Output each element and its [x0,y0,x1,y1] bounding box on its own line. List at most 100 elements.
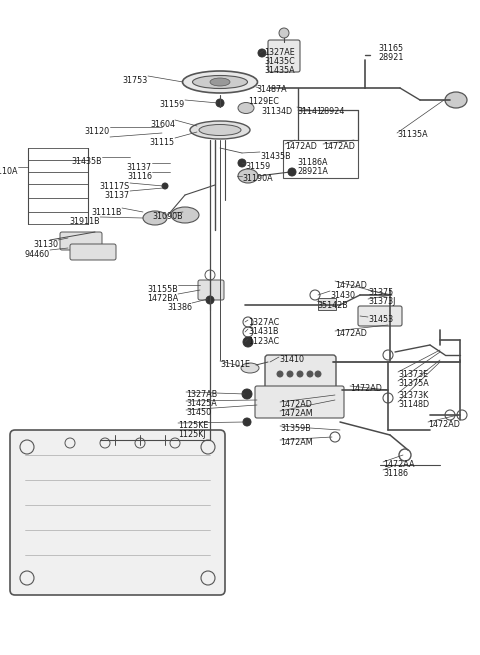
Text: 31435B: 31435B [260,152,290,161]
Circle shape [243,337,253,347]
Text: 1472BA: 1472BA [147,294,178,303]
FancyBboxPatch shape [358,306,402,326]
Text: 31190A: 31190A [242,174,273,183]
Text: 1472AD: 1472AD [428,420,460,429]
Text: 31159: 31159 [160,100,185,109]
Ellipse shape [182,71,257,93]
Text: 1123AC: 1123AC [248,337,279,346]
Ellipse shape [171,207,199,223]
FancyBboxPatch shape [265,355,336,393]
Ellipse shape [143,211,167,225]
Text: 31186: 31186 [383,469,408,478]
Text: 31141: 31141 [297,107,322,116]
Text: 31134D: 31134D [261,107,292,116]
FancyBboxPatch shape [70,244,116,260]
Text: 1129EC: 1129EC [248,97,279,106]
Text: 31110A: 31110A [0,167,18,176]
Text: 1472AD: 1472AD [323,142,355,151]
Circle shape [288,168,296,176]
Text: 31165: 31165 [378,44,403,53]
Text: 1125KE: 1125KE [178,421,208,430]
Text: 1472AD: 1472AD [335,281,367,290]
Circle shape [243,418,251,426]
Ellipse shape [241,363,259,373]
Circle shape [258,49,266,57]
Text: 1472AD: 1472AD [280,400,312,409]
Text: 1472AA: 1472AA [383,460,415,469]
Text: 31359B: 31359B [280,424,311,433]
Text: 31450: 31450 [186,408,211,417]
Text: 31604: 31604 [150,120,175,129]
Text: 31137: 31137 [105,191,130,200]
Text: 31117S: 31117S [100,182,130,191]
Circle shape [297,371,303,377]
Ellipse shape [238,102,254,113]
Text: 31431B: 31431B [248,327,278,336]
Circle shape [315,371,321,377]
Text: 31116: 31116 [127,172,152,181]
Circle shape [277,371,283,377]
Text: 31435B: 31435B [72,157,102,166]
Circle shape [206,296,214,304]
Text: 31430: 31430 [330,291,355,300]
Text: 31373J: 31373J [368,297,396,306]
Text: 31386: 31386 [167,303,192,312]
Text: 31130: 31130 [33,240,58,249]
Ellipse shape [192,75,248,88]
Text: 31148D: 31148D [398,400,429,409]
Text: 1472AD: 1472AD [285,142,317,151]
Text: 94460: 94460 [25,250,50,259]
Ellipse shape [210,78,230,86]
Circle shape [279,28,289,38]
Text: 1472AM: 1472AM [280,438,312,447]
Text: 31410: 31410 [279,355,304,364]
Circle shape [238,159,246,167]
Text: 28921: 28921 [378,53,403,62]
Text: 31111B: 31111B [92,208,122,217]
FancyBboxPatch shape [60,232,102,250]
Ellipse shape [190,121,250,139]
Circle shape [307,371,313,377]
Ellipse shape [199,124,241,136]
Text: 31186A: 31186A [297,158,327,167]
Bar [318,298,336,310]
Circle shape [162,183,168,189]
Text: 31135A: 31135A [397,130,428,139]
Text: 31137: 31137 [127,163,152,172]
Text: 1472AD: 1472AD [335,329,367,338]
Ellipse shape [238,169,258,183]
Circle shape [287,371,293,377]
Text: 1327AE: 1327AE [264,48,295,57]
FancyBboxPatch shape [255,386,344,418]
Text: 28921A: 28921A [297,167,328,176]
Text: 31911B: 31911B [70,217,100,226]
Text: 31425A: 31425A [186,399,217,408]
Bar [283,140,358,178]
Ellipse shape [445,92,467,108]
Text: 31373K: 31373K [398,391,428,400]
Text: 31090B: 31090B [152,212,183,221]
FancyBboxPatch shape [198,280,224,300]
Text: 31453: 31453 [368,315,393,324]
Text: 31435C: 31435C [264,57,295,66]
Text: 31435A: 31435A [264,66,295,75]
Text: 1472AD: 1472AD [350,384,382,393]
Circle shape [242,389,252,399]
Text: 31155B: 31155B [147,285,178,294]
Text: 31159: 31159 [245,162,270,171]
Text: 31375A: 31375A [398,379,429,388]
FancyBboxPatch shape [268,40,300,72]
Text: 1327AB: 1327AB [186,390,217,399]
FancyBboxPatch shape [10,430,225,595]
Text: 35142B: 35142B [317,301,348,310]
Text: 28924: 28924 [319,107,344,116]
Text: 1125KJ: 1125KJ [178,430,205,439]
Text: 31753: 31753 [123,76,148,85]
Text: 31120: 31120 [85,127,110,136]
Circle shape [216,99,224,107]
Text: 31115: 31115 [150,138,175,147]
Text: 31487A: 31487A [256,85,287,94]
Text: 31373E: 31373E [398,370,428,379]
Text: 1472AM: 1472AM [280,409,312,418]
Text: 31375: 31375 [368,288,393,297]
